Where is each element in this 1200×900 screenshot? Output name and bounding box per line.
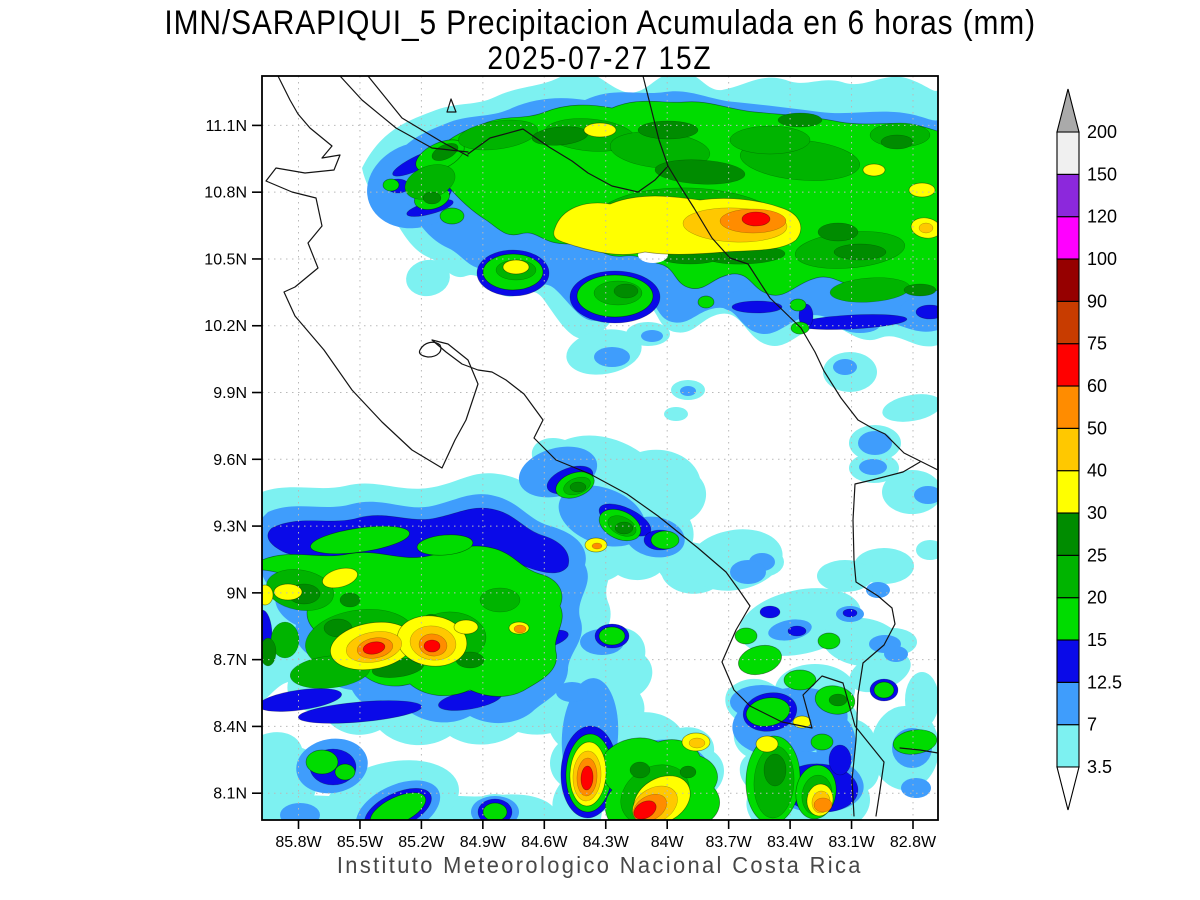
lon-axis: 85.8W 85.5W 85.2W 84.9W 84.6W 84.3W 84W 83.7W 83… — [275, 820, 937, 851]
lon-tick-label: 85.8W — [275, 834, 322, 851]
colorbar-segment — [1056, 512, 1080, 556]
precipitation-field — [262, 76, 938, 820]
lon-tick-label: 82.8W — [890, 834, 937, 851]
colorbar-over-arrow — [1056, 88, 1080, 133]
colorbar-segment — [1056, 173, 1080, 218]
grid-lines — [262, 76, 938, 820]
lon-tick-label: 83.1W — [828, 834, 875, 851]
page-subtitle-date: 2025-07-27 15Z — [0, 40, 1200, 77]
nicaragua-border-line — [339, 76, 669, 193]
colorbar-segment — [1056, 470, 1080, 514]
lon-tick-label: 85.2W — [398, 834, 445, 851]
lat-axis: 11.1N 10.8N 10.5N 10.2N 9.9N 9.6N 9.3N 9N 8.7N 8.… — [204, 118, 262, 803]
colorbar-segment — [1056, 427, 1080, 472]
subtitle-text: 2025-07-27 15Z — [487, 40, 713, 76]
lon-tick-label: 83.7W — [706, 834, 753, 851]
colorbar-under-arrow — [1056, 766, 1080, 811]
page-title: IMN/SARAPIQUI_5 Precipitacion Acumulada … — [0, 4, 1200, 43]
colorbar-level-label: 12.5 — [1087, 672, 1122, 692]
pacific-coastline — [265, 76, 885, 817]
island-outline — [418, 98, 457, 358]
lat-tick-label: 9.9N — [213, 385, 247, 402]
lat-tick-label: 8.7N — [213, 652, 247, 669]
colorbar-level-label: 200 — [1087, 122, 1117, 142]
colorbar-segment — [1056, 681, 1080, 726]
lon-tick-label: 84.3W — [583, 834, 630, 851]
title-text: IMN/SARAPIQUI_5 Precipitacion Acumulada … — [164, 4, 1036, 42]
colorbar-level-label: 150 — [1087, 164, 1117, 184]
colorbar-segment — [1056, 639, 1080, 683]
lon-tick-label: 83.4W — [767, 834, 814, 851]
colorbar-segment — [1056, 258, 1080, 302]
footer-text: Instituto Meteorologico Nacional Costa R… — [336, 852, 863, 878]
colorbar-segment — [1056, 300, 1080, 345]
colorbar-segment — [1056, 597, 1080, 641]
colorbar-level-label: 60 — [1087, 376, 1107, 396]
lat-tick-label: 8.1N — [213, 786, 247, 803]
lat-tick-label: 10.8N — [204, 185, 247, 202]
footer-credit: Instituto Meteorologico Nacional Costa R… — [0, 852, 1200, 879]
precip-level-60-shapes — [362, 211, 771, 820]
lat-tick-label: 9N — [227, 585, 247, 602]
colorbar: 3.5 7 12.5 15 20 25 30 40 50 60 75 90 100 120 150 200 — [1056, 88, 1122, 811]
colorbar-segment — [1056, 554, 1080, 599]
colorbar-level-label: 15 — [1087, 630, 1107, 650]
panama-border-line — [851, 461, 938, 817]
map-frame — [261, 75, 939, 821]
lon-tick-label: 84.6W — [521, 834, 568, 851]
colorbar-segment — [1056, 216, 1080, 260]
colorbar-segment — [1056, 724, 1080, 768]
caribbean-coastline — [642, 76, 938, 471]
colorbar-level-label: 25 — [1087, 545, 1107, 565]
coastline — [265, 76, 938, 817]
lat-tick-label: 8.4N — [213, 719, 247, 736]
colorbar-level-label: 30 — [1087, 503, 1107, 523]
colorbar-level-label: 20 — [1087, 588, 1107, 608]
colorbar-level-label: 90 — [1087, 291, 1107, 311]
colorbar-level-label: 50 — [1087, 418, 1107, 438]
colorbar-segment — [1056, 385, 1080, 429]
lon-tick-label: 84W — [651, 834, 685, 851]
colorbar-level-label: 100 — [1087, 249, 1117, 269]
lon-tick-label: 84.9W — [460, 834, 507, 851]
colorbar-segment — [1056, 131, 1080, 175]
lon-tick-label: 85.5W — [337, 834, 384, 851]
colorbar-level-label: 120 — [1087, 207, 1117, 227]
lat-tick-label: 9.3N — [213, 519, 247, 536]
colorbar-segment — [1056, 343, 1080, 387]
lat-tick-label: 11.1N — [205, 118, 247, 135]
colorbar-level-label: 40 — [1087, 461, 1107, 481]
colorbar-level-label: 75 — [1087, 334, 1107, 354]
colorbar-level-label: 3.5 — [1087, 757, 1112, 777]
colorbar-level-label: 7 — [1087, 715, 1097, 735]
lat-tick-label: 9.6N — [213, 452, 247, 469]
lat-tick-label: 10.2N — [204, 318, 247, 335]
lat-tick-label: 10.5N — [204, 251, 247, 268]
